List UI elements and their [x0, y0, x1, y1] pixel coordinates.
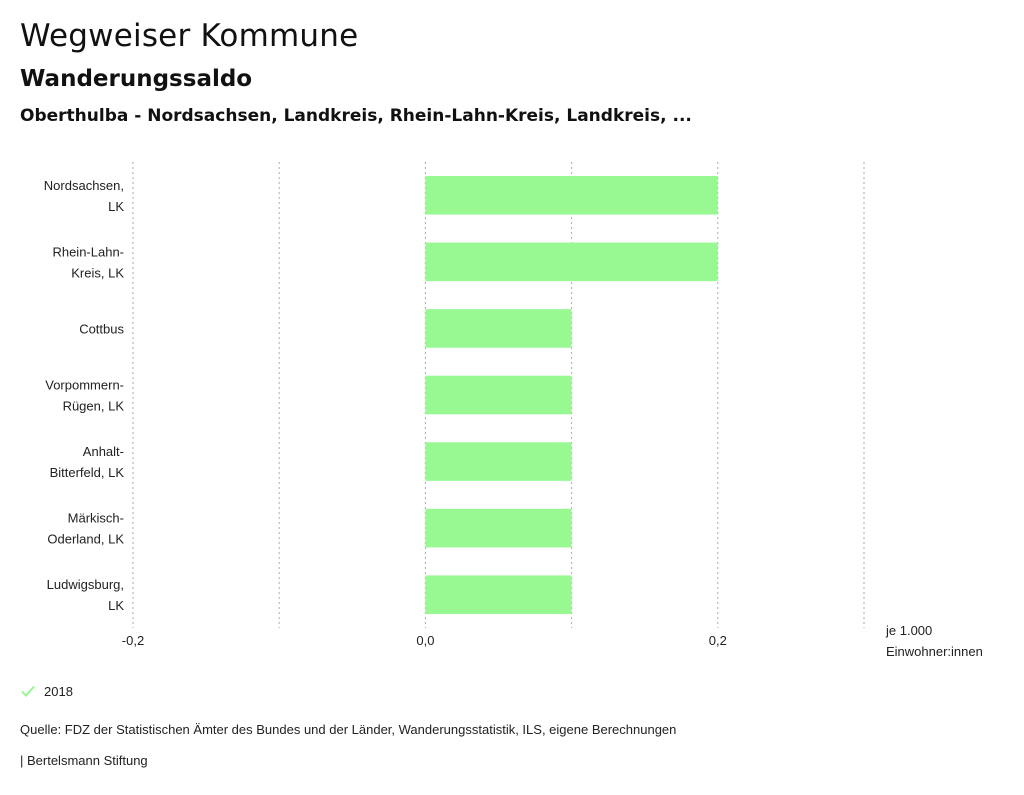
- bar-1: [425, 175, 718, 215]
- source-note: Quelle: FDZ der Statistischen Ämter des …: [20, 722, 677, 737]
- category-label: Vorpommern-Rügen, LK: [45, 378, 124, 414]
- category-label: Ludwigsburg, LK: [47, 577, 125, 613]
- legend-item-2018[interactable]: 2018: [20, 683, 73, 699]
- category-label: Anhalt-Bitterfeld, LK: [50, 444, 125, 480]
- bar-7: [425, 575, 572, 615]
- bar-chart: -0,2 0,0 0,2 Nordsachsen, LK Rhein-Lahn-Kreis…: [44, 162, 865, 648]
- x-tick-label: -0,2: [122, 633, 144, 648]
- credit-note: | Bertelsmann Stiftung: [20, 753, 148, 768]
- bar-2: [425, 242, 718, 282]
- chart-subtitle: Wanderungssaldo: [20, 66, 253, 92]
- x-axis-unit-line-2: Einwohner:innen: [886, 644, 983, 659]
- bar-6: [425, 508, 572, 548]
- region-list: Oberthulba - Nordsachsen, Landkreis, Rhe…: [20, 106, 692, 126]
- x-axis-unit-line-1: je 1.000: [886, 623, 933, 638]
- category-label: Rhein-Lahn-Kreis, LK: [52, 244, 124, 280]
- x-tick-label: 0,2: [709, 633, 727, 648]
- category-label: Cottbus: [79, 321, 124, 336]
- x-tick-label: 0,0: [416, 633, 434, 648]
- bar-4: [425, 375, 572, 415]
- legend-label: 2018: [44, 683, 73, 699]
- bar-3: [425, 309, 572, 348]
- chart-title: Wegweiser Kommune: [20, 18, 359, 54]
- category-label: Märkisch-Oderland, LK: [47, 511, 124, 547]
- x-axis-unit-label: je 1.000 Einwohner:innen: [886, 620, 1016, 662]
- bar-5: [425, 442, 572, 481]
- category-label: Nordsachsen, LK: [44, 178, 125, 214]
- check-icon: [21, 685, 35, 697]
